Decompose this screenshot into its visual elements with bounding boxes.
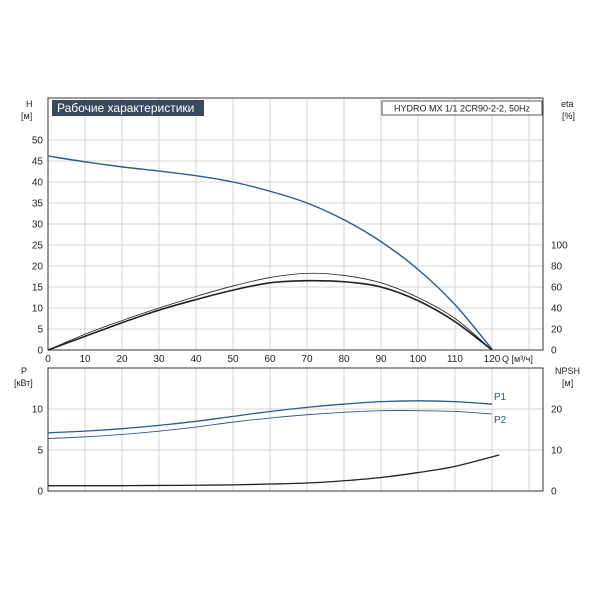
h-tick-label: 15 [32,283,44,294]
h-tick-label: 30 [32,220,44,231]
q-tick-label: 100 [410,354,427,365]
bottom-panel-tick-labels: 0 5 10 0 10 20 [32,405,563,498]
subtitle-box [381,100,543,116]
h-tick-label: 20 [32,262,44,273]
q-axis-label: Q [м³/ч] [502,354,533,364]
h-tick-label: 35 [32,199,44,210]
npsh-tick-label: 0 [551,487,557,498]
p-axis-unit: [кВт] [14,378,33,388]
npsh-axis-unit: [м] [562,378,573,388]
eta-tick-label: 60 [551,283,563,294]
p-tick-label: 5 [37,446,43,457]
eta-tick-label: 20 [551,325,563,336]
eta-tick-label: 100 [551,241,568,252]
chart-subtitle: HYDRO MX 1/1 2CR90-2-2, 50Hz [394,104,531,114]
q-tick-label: 80 [338,354,350,365]
series-eta-1-curve [47,272,493,351]
q-tick-label: 90 [375,354,387,365]
p-tick-label: 0 [37,487,43,498]
p-axis-label: P [21,366,27,376]
q-tick-label: 50 [227,354,239,365]
eta-tick-label: 0 [551,346,557,357]
q-tick-label: 110 [447,354,463,365]
series-head-curve [47,155,493,350]
top-panel-frame [47,97,544,351]
series-npsh-curve [48,454,500,487]
q-tick-label: 20 [116,354,128,365]
h-tick-label: 25 [32,241,44,252]
h-tick-label: 40 [32,178,44,189]
h-tick-label: 50 [32,136,44,147]
series-eta-2-curve [47,279,493,351]
eta-axis-unit: [%] [562,111,575,121]
chart-title: Рабочие характеристики [57,101,194,115]
series-p1-curve [47,400,493,434]
bottom-panel-series: P1 P2 [47,392,507,487]
h-tick-label: 45 [32,157,44,168]
q-tick-label: 70 [301,354,313,365]
npsh-tick-label: 20 [551,405,563,416]
q-tick-label: 40 [190,354,202,365]
series-p2-curve [47,410,493,439]
title-box [52,100,204,116]
q-tick-label: 30 [153,354,165,365]
h-tick-label: 5 [37,325,43,336]
top-panel-tick-labels: 0 10 20 30 40 50 60 70 80 90 100 110 120 0 5 10 15 20 25 30… [32,136,568,366]
q-tick-label: 60 [264,354,276,365]
h-tick-label: 10 [32,304,44,315]
npsh-axis-label: NPSH [555,366,580,376]
h-axis-unit: [м] [21,111,32,121]
top-panel-series [47,155,493,351]
bottom-panel-frame [47,367,544,492]
npsh-tick-label: 10 [551,446,563,457]
eta-axis-label: eta [561,99,574,109]
series-label-p2: P2 [494,415,507,426]
series-label-p1: P1 [494,392,507,403]
top-panel-grid [48,98,543,350]
q-tick-label: 0 [45,354,51,365]
p-tick-label: 10 [32,405,44,416]
eta-tick-label: 80 [551,262,563,273]
eta-tick-label: 40 [551,304,563,315]
h-tick-label: 0 [37,346,43,357]
q-tick-label: 120 [484,354,501,365]
h-axis-label: H [26,99,33,109]
q-tick-label: 10 [79,354,91,365]
